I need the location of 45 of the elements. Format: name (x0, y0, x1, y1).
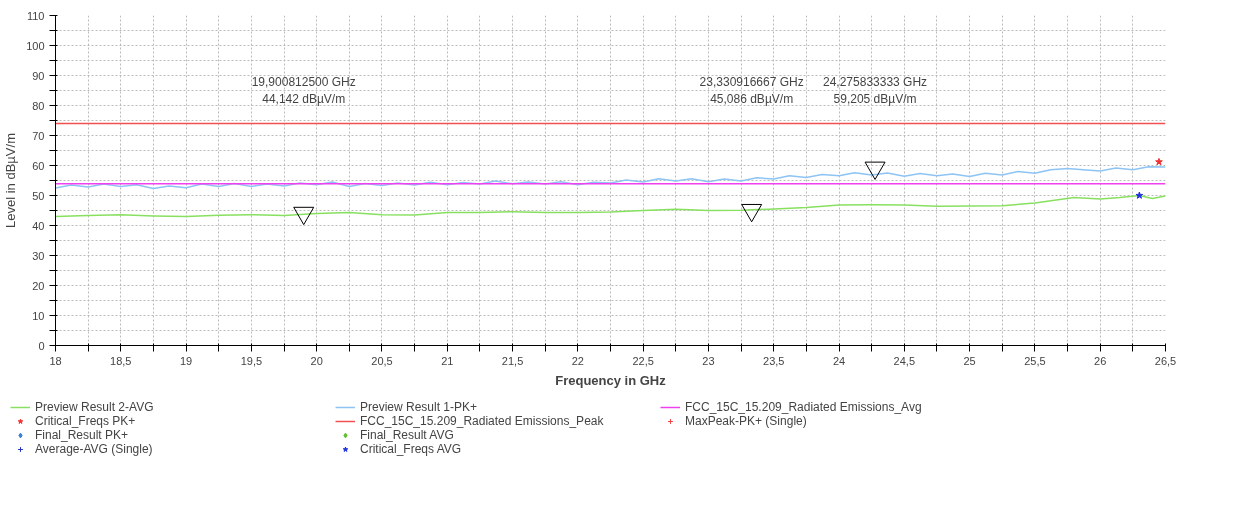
legend-label: MaxPeak-PK+ (Single) (685, 414, 808, 428)
x-tick-label: 24 (832, 354, 846, 367)
y-tick-label: 50 (32, 189, 45, 202)
y-axis-title: Level in dBµV/m (3, 133, 19, 228)
annotation: 24,275833333 GHz 59,205 dBµV/m (823, 75, 928, 106)
legend-label: Final_Result AVG (360, 428, 455, 442)
legend-label: FCC_15C_15.209_Radiated Emissions_Peak (360, 414, 605, 428)
legend-label: Average-AVG (Single) (35, 442, 154, 456)
x-tick-label: 23 (702, 354, 715, 367)
y-tick-label: 60 (32, 159, 45, 172)
legend-label: Critical_Freqs AVG (360, 442, 463, 456)
x-tick-label: 25,5 (1024, 354, 1046, 367)
y-tick-label: 10 (32, 309, 45, 322)
y-tick-label: 20 (32, 279, 45, 292)
x-tick-label: 25 (963, 354, 976, 367)
legend-label: Final_Result PK+ (35, 428, 130, 442)
x-tick-label: 19 (179, 354, 193, 367)
y-tick-label: 30 (32, 249, 45, 262)
legend-label: Preview Result 1-PK+ (360, 400, 479, 414)
y-tick-label: 70 (32, 129, 45, 142)
x-axis-title: Frequency in GHz (555, 372, 667, 388)
x-tick-label: 26,5 (1154, 354, 1177, 367)
x-tick-label: 18,5 (110, 354, 132, 367)
y-tick-label: 90 (32, 69, 45, 82)
x-tick-label: 18 (49, 354, 62, 367)
x-tick-label: 21,5 (501, 354, 524, 367)
x-tick-label: 20 (310, 354, 323, 367)
y-tick-label: 110 (26, 9, 45, 22)
x-tick-label: 20,5 (371, 354, 393, 367)
x-tick-label: 26 (1094, 354, 1107, 367)
x-tick-label: 21 (441, 354, 454, 367)
y-tick-label: 100 (26, 39, 45, 52)
y-tick-label: 40 (32, 219, 45, 232)
x-tick-label: 24,5 (893, 354, 916, 367)
x-tick-label: 22,5 (632, 354, 654, 367)
y-tick-label: 0 (38, 339, 45, 352)
legend-label: Critical_Freqs PK+ (35, 414, 137, 428)
x-tick-label: 19,5 (240, 354, 263, 367)
annotation: 19,900812500 GHz 44,142 dBµV/m (251, 75, 356, 106)
legend-label: Preview Result 2-AVG (35, 400, 155, 414)
x-tick-label: 22 (571, 354, 584, 367)
annotation: 23,330916667 GHz 45,086 dBµV/m (699, 75, 804, 106)
legend-label: FCC_15C_15.209_Radiated Emissions_Avg (685, 400, 923, 414)
x-tick-label: 23,5 (763, 354, 785, 367)
y-tick-label: 80 (32, 99, 45, 112)
